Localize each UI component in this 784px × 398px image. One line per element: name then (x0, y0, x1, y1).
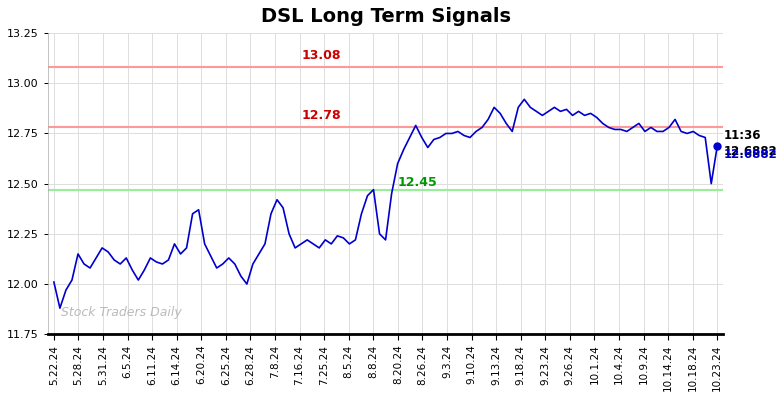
Text: 13.08: 13.08 (302, 49, 341, 62)
Text: 12.6882: 12.6882 (724, 148, 777, 162)
Title: DSL Long Term Signals: DSL Long Term Signals (260, 7, 510, 26)
Text: 12.78: 12.78 (302, 109, 342, 123)
Text: 11:36
12.6882: 11:36 12.6882 (724, 129, 777, 158)
Text: Stock Traders Daily: Stock Traders Daily (61, 306, 182, 319)
Text: 12.45: 12.45 (397, 176, 437, 189)
